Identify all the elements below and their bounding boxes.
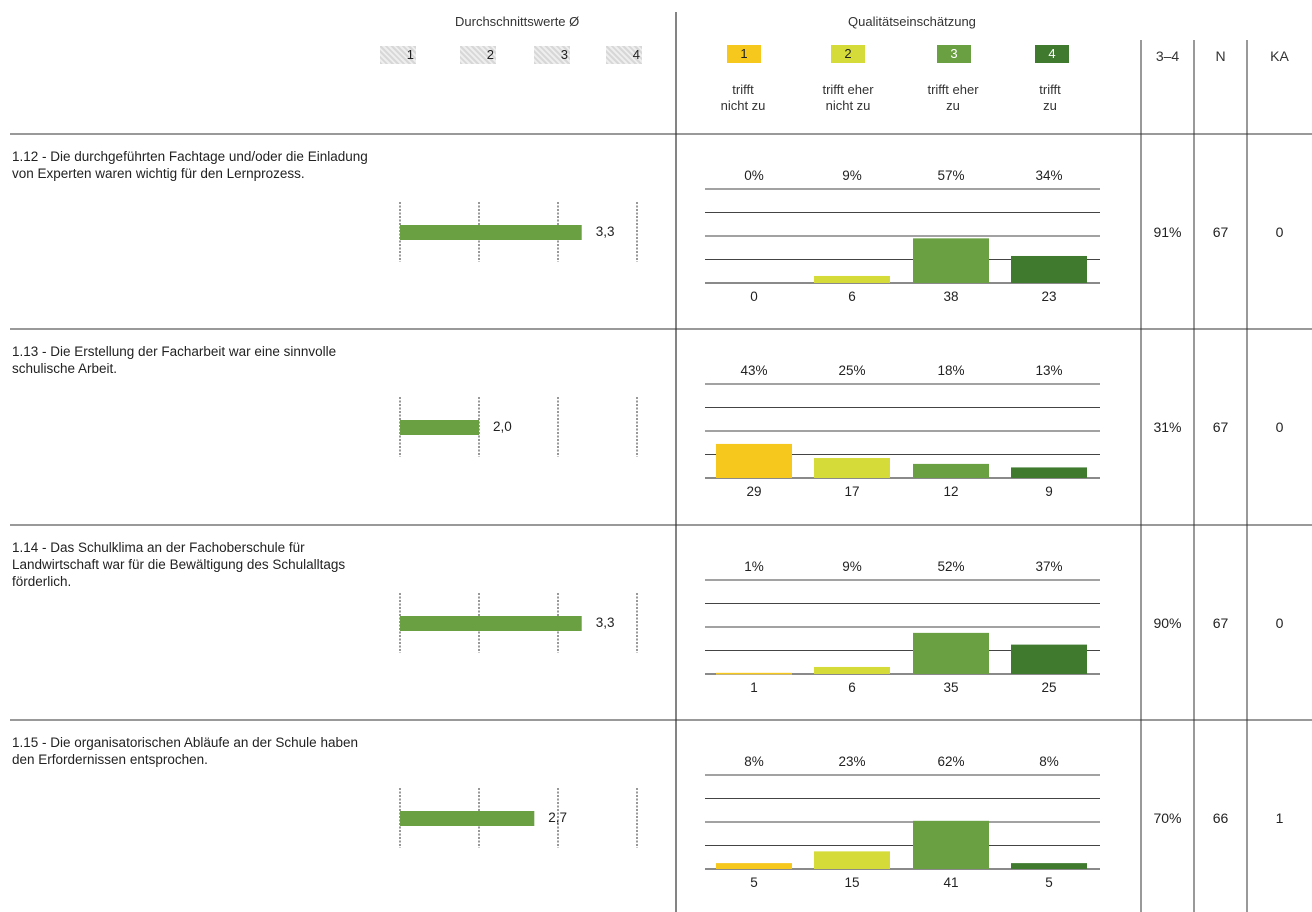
percent-label: 1% <box>744 559 764 574</box>
question-text: 1.15 - Die organisatorischen Abläufe an … <box>12 735 358 767</box>
percent-label: 37% <box>1035 559 1063 574</box>
distribution-chart <box>705 579 1100 675</box>
average-chart <box>399 788 638 848</box>
count-label: 17 <box>844 484 860 499</box>
count-label: 23 <box>1041 289 1057 304</box>
distribution-bar <box>814 275 890 283</box>
distribution-bar <box>716 443 792 478</box>
ka-value: 0 <box>1275 615 1284 631</box>
n-value: 67 <box>1212 224 1229 240</box>
distribution-bar <box>913 820 989 869</box>
category-2-box: 2 <box>831 45 865 63</box>
average-chart <box>399 397 638 457</box>
n-value: 67 <box>1212 419 1229 435</box>
average-chart <box>399 202 638 262</box>
distribution-bar <box>913 632 989 674</box>
distribution-bar <box>1011 255 1087 283</box>
percent-label: 9% <box>842 559 862 574</box>
percent-label: 8% <box>744 754 764 769</box>
average-bar <box>400 811 535 826</box>
n-value: 67 <box>1212 615 1229 631</box>
percent-label: 52% <box>937 559 965 574</box>
share-3-4-value: 91% <box>1153 224 1182 240</box>
category-3-label: trifft eher zu <box>927 82 979 113</box>
percent-label: 18% <box>937 363 965 378</box>
count-label: 38 <box>943 289 959 304</box>
count-label: 0 <box>750 289 758 304</box>
percent-label: 57% <box>937 168 965 183</box>
distribution-bar <box>814 851 890 869</box>
average-bar <box>400 616 582 631</box>
count-label: 25 <box>1041 680 1057 695</box>
ka-value: 0 <box>1275 224 1284 240</box>
percent-label: 25% <box>838 363 866 378</box>
count-label: 9 <box>1045 484 1053 499</box>
percent-label: 8% <box>1039 754 1059 769</box>
avg-header-title: Durchschnittswerte Ø <box>455 14 580 29</box>
count-label: 41 <box>943 875 959 890</box>
distribution-bar <box>716 672 792 675</box>
distribution-bar <box>1011 644 1087 674</box>
share-3-4-value: 90% <box>1153 615 1182 631</box>
col-header-ka: KA <box>1270 48 1289 64</box>
share-3-4-value: 70% <box>1153 810 1182 826</box>
category-1-label: trifft nicht zu <box>720 82 766 113</box>
quality-header-title: Qualitätseinschätzung <box>848 14 976 29</box>
percent-label: 62% <box>937 754 965 769</box>
percent-label: 9% <box>842 168 862 183</box>
average-value-label: 3,3 <box>595 615 615 630</box>
scale-label-1: 1 <box>380 46 416 64</box>
distribution-chart <box>705 188 1100 284</box>
count-label: 6 <box>848 680 856 695</box>
average-value-label: 3,3 <box>595 224 615 239</box>
count-label: 5 <box>1045 875 1053 890</box>
category-4-label: trifft zu <box>1039 82 1061 113</box>
count-label: 12 <box>943 484 959 499</box>
ka-value: 1 <box>1275 810 1284 826</box>
category-2-label: trifft eher nicht zu <box>822 82 874 113</box>
distribution-bar <box>814 666 890 674</box>
average-bar <box>400 225 582 240</box>
category-1-box: 1 <box>727 45 761 63</box>
question-text: 1.13 - Die Erstellung der Facharbeit war… <box>12 344 337 376</box>
question-text: 1.12 - Die durchgeführten Fachtage und/o… <box>12 149 368 181</box>
percent-label: 23% <box>838 754 866 769</box>
average-bar <box>400 420 479 435</box>
distribution-chart <box>705 383 1100 479</box>
n-value: 66 <box>1212 810 1229 826</box>
average-value-label: 2,7 <box>548 810 568 825</box>
count-label: 29 <box>746 484 762 499</box>
percent-label: 43% <box>740 363 768 378</box>
distribution-bar <box>716 863 792 869</box>
scale-label-2: 2 <box>460 46 496 64</box>
col-header-3-4: 3–4 <box>1155 48 1180 64</box>
ka-value: 0 <box>1275 419 1284 435</box>
distribution-bar <box>913 238 989 283</box>
distribution-chart <box>705 774 1100 870</box>
category-3-box: 3 <box>937 45 971 63</box>
percent-label: 13% <box>1035 363 1063 378</box>
count-label: 15 <box>844 875 860 890</box>
question-text: 1.14 - Das Schulklima an der Fachobersch… <box>12 540 346 589</box>
col-header-n: N <box>1215 48 1226 64</box>
count-label: 1 <box>750 680 758 695</box>
distribution-bar <box>913 463 989 478</box>
average-value-label: 2,0 <box>493 419 512 434</box>
count-label: 5 <box>750 875 758 890</box>
percent-label: 0% <box>744 168 764 183</box>
scale-label-4: 4 <box>606 46 642 64</box>
count-label: 35 <box>943 680 959 695</box>
category-4-box: 4 <box>1035 45 1069 63</box>
distribution-bar <box>814 458 890 478</box>
average-chart <box>399 593 638 653</box>
distribution-bar <box>1011 467 1087 478</box>
scale-label-3: 3 <box>534 46 570 64</box>
share-3-4-value: 31% <box>1153 419 1182 435</box>
distribution-bar <box>1011 863 1087 869</box>
count-label: 6 <box>848 289 856 304</box>
percent-label: 34% <box>1035 168 1063 183</box>
